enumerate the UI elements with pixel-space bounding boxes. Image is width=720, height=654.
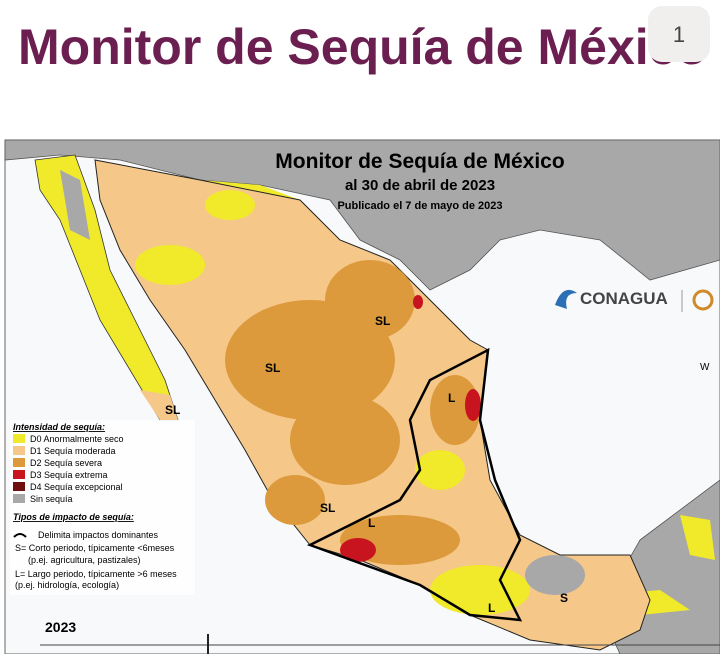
region-label: L bbox=[448, 391, 455, 405]
impact-line: Delimita impactos dominantes bbox=[38, 530, 159, 540]
legend-box bbox=[10, 420, 195, 595]
legend-label: D0 Anormalmente seco bbox=[30, 434, 124, 444]
legend-swatch bbox=[13, 494, 25, 503]
legend-label: D3 Sequía extrema bbox=[30, 470, 108, 480]
region-label: L bbox=[488, 601, 495, 615]
d0-sonora bbox=[135, 245, 205, 285]
legend-label: Sin sequía bbox=[30, 494, 73, 504]
legend-line bbox=[13, 533, 27, 538]
region-label: SL bbox=[375, 314, 390, 328]
baja-nodrought bbox=[60, 170, 90, 240]
d2-northeast bbox=[325, 260, 415, 340]
conagua-logo bbox=[555, 289, 577, 309]
d2-gulf bbox=[430, 375, 480, 445]
region-label: SL bbox=[265, 361, 280, 375]
impact-line: L= Largo periodo, típicamente >6 meses bbox=[15, 569, 177, 579]
legend-swatch bbox=[13, 470, 25, 479]
region-label: L bbox=[368, 516, 375, 530]
region-label: SL bbox=[165, 403, 180, 417]
d3-gulf bbox=[465, 389, 481, 421]
region-label: S bbox=[560, 591, 568, 605]
map-title: Monitor de Sequía de México bbox=[275, 150, 564, 173]
map-published: Publicado el 7 de mayo de 2023 bbox=[337, 200, 502, 212]
d0-center bbox=[415, 450, 465, 490]
timeline-year: 2023 bbox=[45, 619, 76, 635]
legend-swatch bbox=[13, 434, 25, 443]
impact-heading: Tipos de impacto de sequía: bbox=[13, 512, 134, 522]
legend-heading: Intensidad de sequía: bbox=[13, 422, 105, 432]
impact-boundary bbox=[306, 347, 523, 622]
slide-title: Monitor de Sequía de México bbox=[18, 19, 707, 75]
nodrought-south bbox=[525, 555, 585, 595]
map-subtitle: al 30 de abril de 2023 bbox=[345, 177, 495, 194]
ca-d0 bbox=[680, 515, 715, 560]
impact-line: S= Corto periodo, típicamente <6meses bbox=[15, 543, 175, 553]
d2-center bbox=[290, 395, 400, 485]
compass: W bbox=[700, 362, 710, 373]
govt-logo bbox=[692, 289, 714, 311]
d0-north bbox=[205, 190, 255, 220]
impact-line: (p.ej. agricultura, pastizales) bbox=[28, 555, 141, 565]
legend-label: D1 Sequía moderada bbox=[30, 446, 116, 456]
region-label: SL bbox=[320, 501, 335, 515]
legend-label: D4 Sequía excepcional bbox=[30, 482, 123, 492]
legend-swatch bbox=[13, 482, 25, 491]
d0-south bbox=[430, 565, 530, 615]
d3-michoacan bbox=[340, 538, 376, 562]
d3-border bbox=[413, 295, 423, 309]
baja-d1 bbox=[140, 390, 178, 420]
legend-label: D2 Sequía severa bbox=[30, 458, 102, 468]
d2-west bbox=[265, 475, 325, 525]
logo-text: CONAGUA bbox=[580, 289, 668, 308]
usa-land bbox=[4, 139, 720, 291]
legend-swatch bbox=[13, 458, 25, 467]
legend-swatch bbox=[13, 446, 25, 455]
impact-line: (p.ej. hidrología, ecología) bbox=[15, 580, 119, 590]
page-badge: 1 bbox=[648, 6, 710, 62]
